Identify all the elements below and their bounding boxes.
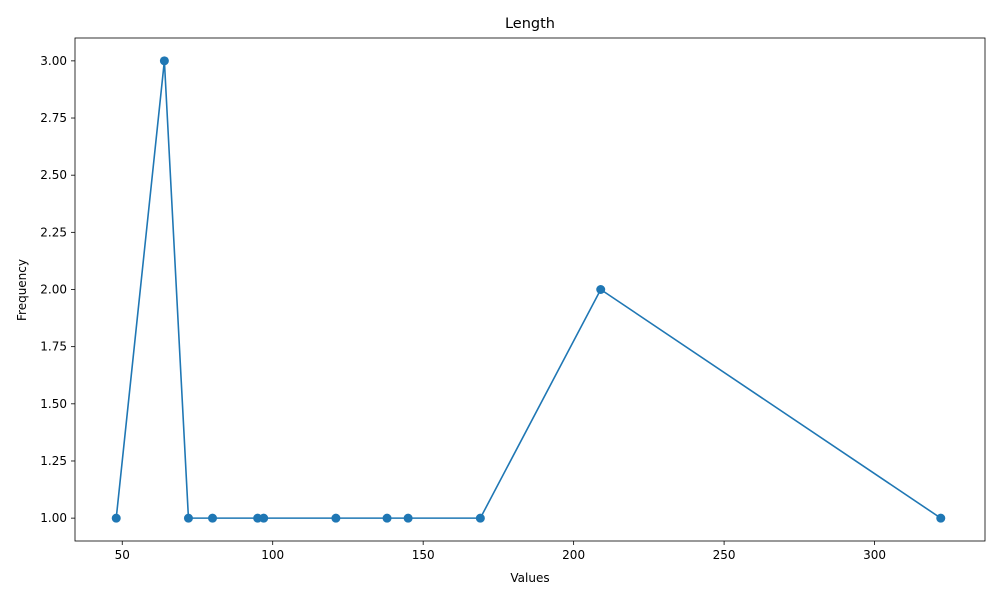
x-tick-label: 50 <box>115 548 130 562</box>
data-point <box>936 513 946 523</box>
data-point <box>403 513 413 523</box>
data-point <box>183 513 193 523</box>
data-point <box>596 285 606 294</box>
data-point <box>331 513 341 523</box>
y-tick-label: 2.50 <box>40 168 67 182</box>
y-tick-label: 1.00 <box>40 511 67 525</box>
data-point <box>259 513 269 523</box>
y-tick-label: 2.75 <box>40 111 67 125</box>
x-tick-label: 150 <box>412 548 435 562</box>
x-axis-ticks: 50 100 150 200 250 300 <box>115 541 886 562</box>
x-tick-label: 100 <box>261 548 284 562</box>
x-tick-label: 300 <box>863 548 886 562</box>
data-point <box>382 513 392 523</box>
y-tick-label: 3.00 <box>40 54 67 68</box>
y-tick-label: 2.25 <box>40 225 67 239</box>
y-tick-label: 1.75 <box>40 340 67 354</box>
series-line <box>115 60 942 519</box>
chart-title: Length <box>505 16 555 32</box>
data-point <box>159 56 169 66</box>
y-tick-label: 2.00 <box>40 283 67 297</box>
y-axis-label: Frequency <box>15 259 29 321</box>
y-tick-label: 1.25 <box>40 454 67 468</box>
y-axis-ticks: 1.00 1.25 1.50 1.75 2.00 2.25 2.50 2.75 3.00 <box>40 54 75 525</box>
x-tick-label: 250 <box>713 548 736 562</box>
x-axis-label: Values <box>510 571 549 585</box>
x-tick-label: 200 <box>562 548 585 562</box>
data-point <box>475 513 485 523</box>
plot-series <box>111 56 946 523</box>
y-tick-label: 1.50 <box>40 397 67 411</box>
data-point <box>208 513 218 523</box>
data-point <box>111 513 121 523</box>
